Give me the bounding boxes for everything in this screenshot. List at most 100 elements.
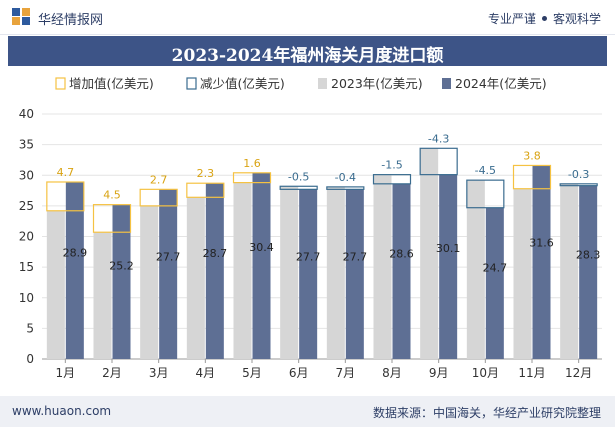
bar-2024 <box>252 172 271 359</box>
y-tick-label: 20 <box>19 230 34 244</box>
x-tick-label: 2月 <box>102 366 122 380</box>
increase-box <box>46 181 85 212</box>
bar-2024 <box>439 174 458 359</box>
bar-2023 <box>93 232 112 359</box>
value-label: 25.2 <box>109 259 134 272</box>
bar-2023 <box>373 174 392 359</box>
legend-label-1: 减少值(亿美元) <box>200 76 285 91</box>
x-axis: 1月 2月 3月 4月 5月 6月 7月 8月 9月 10月 11月 12月 <box>56 359 592 380</box>
bar-2023 <box>326 186 345 359</box>
legend: 增加值(亿美元) 减少值(亿美元) 2023年(亿美元) 2024年(亿美元) <box>55 76 547 91</box>
change-label: -4.5 <box>475 164 496 177</box>
site-name: 华经情报网 <box>38 13 104 28</box>
top-bar: 华经情报网 专业严谨 客观科学 <box>0 0 615 35</box>
legend-swatch-1 <box>186 77 197 90</box>
bar-2023 <box>186 197 205 359</box>
bar-2024 <box>485 207 504 359</box>
decrease-box <box>326 186 365 190</box>
change-label: -0.5 <box>288 170 309 183</box>
x-tick-label: 8月 <box>382 366 402 380</box>
legend-label-2: 2023年(亿美元) <box>331 76 423 91</box>
bar-2024 <box>392 183 411 359</box>
chart-title: 2023-2024年福州海关月度进口额 <box>171 46 444 66</box>
decrease-box <box>372 174 412 185</box>
slogan-right: 客观科学 <box>552 12 601 26</box>
value-label: 30.1 <box>436 242 461 255</box>
value-label: 24.7 <box>483 261 508 274</box>
increase-box <box>139 188 178 207</box>
value-label: 27.7 <box>156 251 181 264</box>
value-label: 28.9 <box>63 246 88 259</box>
change-label: -0.4 <box>335 171 356 184</box>
footer: www.huaon.com 数据来源：中国海关，华经产业研究院整理 <box>0 396 615 427</box>
data-source: 数据来源：中国海关，华经产业研究院整理 <box>372 406 601 420</box>
decrease-box <box>279 185 318 190</box>
x-tick-label: 3月 <box>149 366 169 380</box>
x-tick-label: 12月 <box>565 366 592 380</box>
legend-swatch-2 <box>318 78 327 89</box>
y-tick-label: 15 <box>19 260 34 274</box>
chart-title-bar: 2023-2024年福州海关月度进口额 <box>8 36 607 66</box>
value-label: 28.6 <box>389 247 414 260</box>
bar-2023 <box>513 188 532 359</box>
increase-box <box>232 172 272 184</box>
increase-box <box>512 164 552 190</box>
grid <box>42 113 602 329</box>
bar-2024 <box>579 185 598 359</box>
bar-2024 <box>159 189 178 359</box>
change-label: 1.6 <box>243 157 261 170</box>
value-label: 27.7 <box>343 251 368 264</box>
bar-2023 <box>233 182 252 359</box>
x-tick-label: 6月 <box>289 366 309 380</box>
value-label: 27.7 <box>296 251 321 264</box>
separator-dot-icon <box>541 16 547 21</box>
bar-2023 <box>420 148 439 359</box>
chart: 增加值(亿美元) 减少值(亿美元) 2023年(亿美元) 2024年(亿美元) 0 5 1… <box>19 76 602 380</box>
bar-2024 <box>345 189 364 359</box>
change-label: -1.5 <box>381 159 402 172</box>
change-label: 4.7 <box>57 166 75 179</box>
increase-box <box>186 182 225 198</box>
value-label: 28.3 <box>576 248 601 261</box>
decrease-box <box>419 147 458 176</box>
decrease-box <box>559 183 598 187</box>
y-tick-label: 5 <box>26 321 34 335</box>
legend-swatch-3 <box>442 78 451 89</box>
slogan-left: 专业严谨 <box>487 12 536 26</box>
bar-2024 <box>65 181 84 359</box>
change-label: 3.8 <box>523 149 541 162</box>
bar-2024 <box>299 189 318 359</box>
y-tick-label: 30 <box>19 168 34 182</box>
bar-2024 <box>112 204 131 359</box>
x-tick-label: 1月 <box>56 366 76 380</box>
huajing-logo-icon <box>12 8 30 25</box>
y-tick-label: 0 <box>26 352 34 366</box>
change-label: 4.5 <box>103 189 121 202</box>
y-tick-label: 25 <box>19 199 34 213</box>
decrease-box <box>466 179 505 209</box>
legend-label-0: 增加值(亿美元) <box>69 76 154 91</box>
value-label: 31.6 <box>529 237 554 250</box>
legend-swatch-0 <box>55 77 66 90</box>
website-link[interactable]: www.huaon.com <box>12 404 112 418</box>
bar-2023 <box>46 210 65 359</box>
bar-2023 <box>560 183 579 359</box>
legend-label-3: 2024年(亿美元) <box>455 76 547 91</box>
x-tick-label: 11月 <box>518 366 545 380</box>
bars: 4.7 28.9 4.5 25.2 2.7 27.7 2.3 28.7 1.6 30.4 -0.5 2… <box>46 132 601 359</box>
y-tick-label: 40 <box>19 107 34 121</box>
value-label: 28.7 <box>203 247 228 260</box>
change-label: -4.3 <box>428 132 449 145</box>
increase-box <box>92 204 132 233</box>
x-tick-label: 7月 <box>336 366 356 380</box>
x-tick-label: 10月 <box>472 366 499 380</box>
x-tick-label: 4月 <box>196 366 216 380</box>
y-tick-label: 10 <box>19 291 34 305</box>
change-label: 2.7 <box>150 173 168 186</box>
bar-2024 <box>532 165 551 359</box>
bar-2023 <box>466 180 485 359</box>
bar-2024 <box>205 183 224 359</box>
bar-2023 <box>140 205 159 359</box>
slogan: 专业严谨 客观科学 <box>488 10 601 27</box>
y-tick-label: 35 <box>19 138 34 152</box>
